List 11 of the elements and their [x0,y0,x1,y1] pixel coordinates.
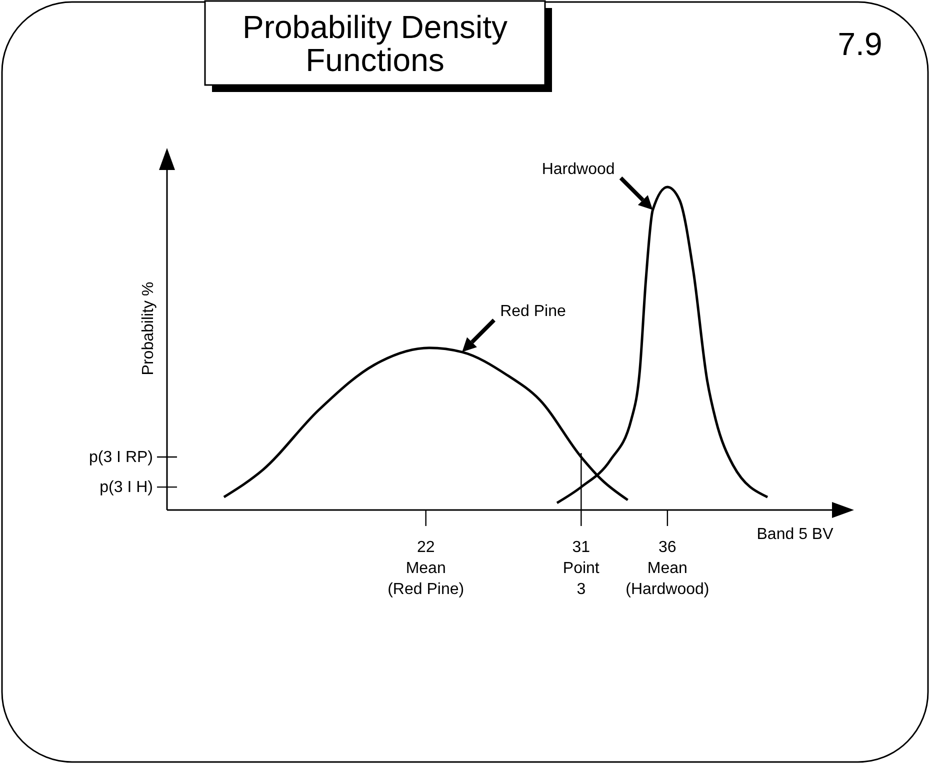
text: Hardwood [542,160,615,178]
x-axis-title: Band 5 BV [756,526,834,543]
x-tick-label: 36 Mean (Hardwood) [626,539,710,598]
x-tick-label: 31 Point 3 [562,539,600,598]
y-axis-title: Probability % [140,282,157,376]
text: Red Pine [500,303,566,320]
ref-line-label: p(3 I RP) [88,449,153,466]
chart-title: Probability Density Functions [242,9,508,78]
text: 7.9 [838,26,882,62]
x-tick-label: 22 Mean (Red Pine) [388,539,464,598]
ref-line-label: p(3 I H) [100,479,153,496]
